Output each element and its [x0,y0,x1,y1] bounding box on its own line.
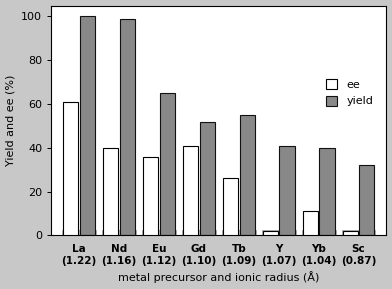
Bar [160,93,175,235]
Y-axis label: Yield and ee (%): Yield and ee (%) [5,75,16,166]
Legend: ee, yield: ee, yield [322,75,377,111]
Bar [142,230,176,235]
Bar [341,230,376,235]
Bar [359,165,374,235]
Bar [223,178,238,235]
Bar [183,146,198,235]
Bar [103,148,118,235]
Bar [62,230,96,235]
Bar [80,16,95,235]
Bar [319,148,334,235]
Bar [240,115,255,235]
Bar [262,230,296,235]
Bar [200,122,215,235]
Bar [303,211,318,235]
Bar [63,102,78,235]
Bar [263,231,278,235]
X-axis label: metal precursor and ionic radius (Å): metal precursor and ionic radius (Å) [118,272,319,284]
Bar [222,230,256,235]
Bar [120,19,135,235]
Bar [182,230,216,235]
Bar [301,230,336,235]
Bar [102,230,136,235]
Bar [279,146,295,235]
Bar [143,157,158,235]
Bar [343,231,358,235]
